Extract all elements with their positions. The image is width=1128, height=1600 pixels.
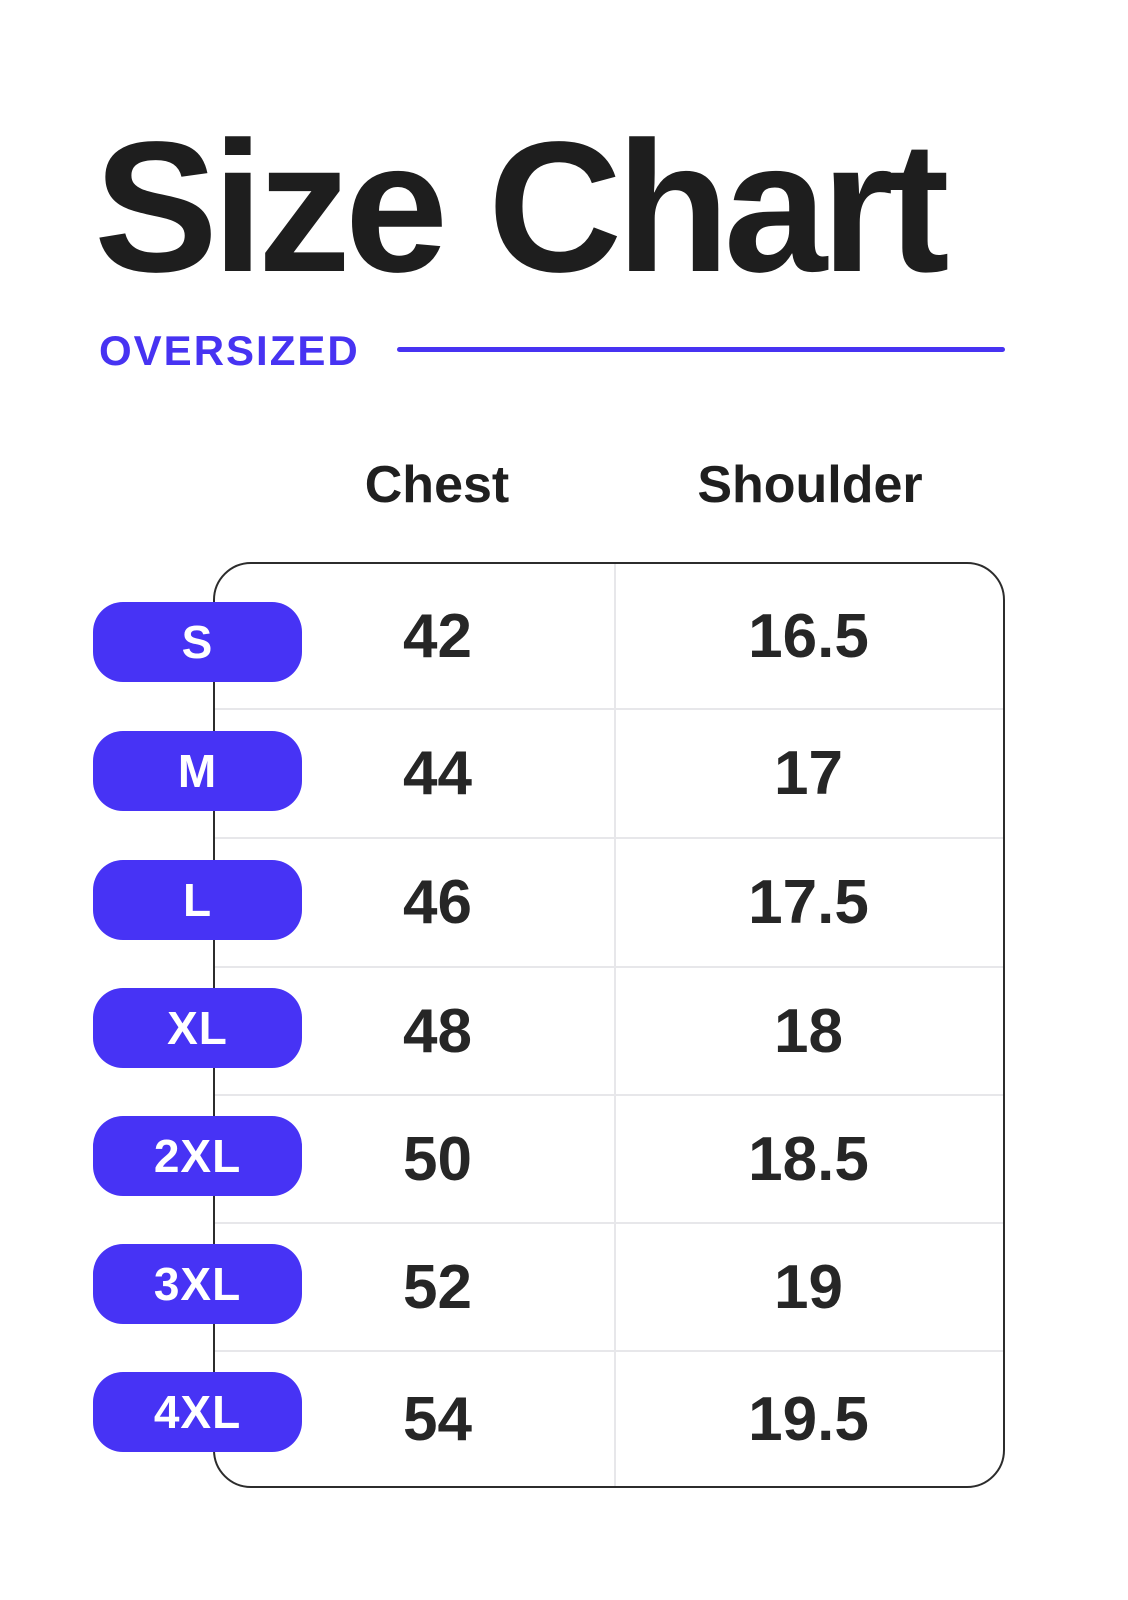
shoulder-value: 17 bbox=[774, 739, 843, 808]
column-header-chest: Chest bbox=[364, 456, 510, 514]
size-badge-2xl: 2XL bbox=[93, 1116, 302, 1196]
size-badge-3xl: 3XL bbox=[93, 1244, 302, 1324]
subtitle-label: OVERSIZED bbox=[99, 327, 360, 374]
table-row: 52 19 bbox=[215, 1222, 1003, 1350]
size-badge-4xl: 4XL bbox=[93, 1372, 302, 1452]
shoulder-value: 19 bbox=[774, 1252, 843, 1322]
table-row: 44 17 bbox=[215, 708, 1003, 837]
accent-divider-line bbox=[397, 347, 1005, 352]
chest-value: 52 bbox=[403, 1252, 472, 1322]
size-table: 42 16.5 44 17 46 17.5 48 18 50 18.5 52 1… bbox=[93, 562, 1005, 1488]
size-badge-s: S bbox=[93, 602, 302, 682]
size-badge-l: L bbox=[93, 860, 302, 940]
chest-value: 48 bbox=[403, 996, 472, 1066]
column-divider bbox=[614, 564, 616, 1486]
table-row: 46 17.5 bbox=[215, 837, 1003, 966]
column-header-shoulder: Shoulder bbox=[697, 456, 923, 514]
chest-value: 44 bbox=[403, 739, 472, 808]
size-badge-m: M bbox=[93, 731, 302, 811]
page-title: Size Chart bbox=[94, 104, 950, 311]
chest-value: 54 bbox=[403, 1384, 472, 1454]
table-row: 42 16.5 bbox=[215, 564, 1003, 708]
shoulder-value: 19.5 bbox=[748, 1384, 869, 1454]
table-rows: 42 16.5 44 17 46 17.5 48 18 50 18.5 52 1… bbox=[215, 564, 1003, 1486]
chest-value: 50 bbox=[403, 1124, 472, 1194]
shoulder-value: 17.5 bbox=[748, 868, 869, 937]
chest-value: 42 bbox=[403, 601, 472, 671]
table-row: 50 18.5 bbox=[215, 1094, 1003, 1222]
shoulder-value: 16.5 bbox=[748, 601, 869, 671]
size-badge-xl: XL bbox=[93, 988, 302, 1068]
chest-value: 46 bbox=[403, 868, 472, 937]
table-row: 54 19.5 bbox=[215, 1350, 1003, 1486]
shoulder-value: 18.5 bbox=[748, 1124, 869, 1194]
shoulder-value: 18 bbox=[774, 996, 843, 1066]
table-row: 48 18 bbox=[215, 966, 1003, 1094]
